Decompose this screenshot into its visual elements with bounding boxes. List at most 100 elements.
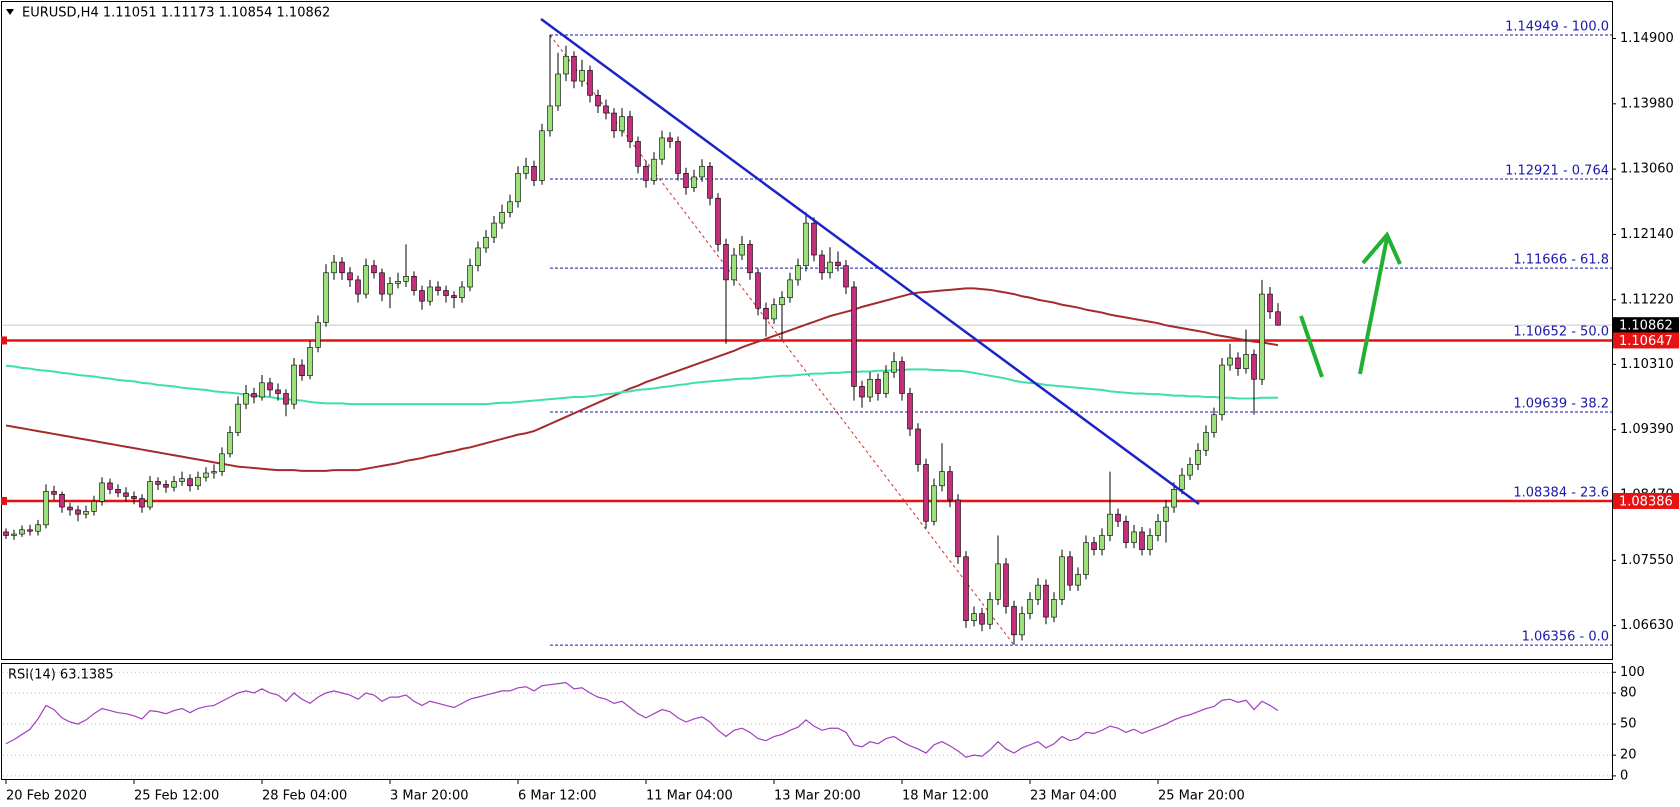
fib-label: 1.11666 - 61.8 (1513, 253, 1609, 268)
candle-body (779, 297, 785, 306)
candle-body (603, 105, 609, 114)
candle-body (595, 94, 601, 107)
candle-body (1003, 563, 1009, 607)
candle-body (1091, 542, 1097, 550)
candle-body (59, 493, 65, 508)
x-tick-label: 25 Feb 12:00 (134, 789, 219, 804)
x-tick-label: 25 Mar 20:00 (1158, 789, 1245, 804)
candle-body (507, 201, 513, 213)
y-tick-label: 1.12140 (1620, 227, 1674, 242)
x-tick-label: 18 Mar 12:00 (902, 789, 989, 804)
candle-body (571, 55, 577, 82)
candle-body (411, 276, 417, 291)
level-tag: 1.08386 (1619, 494, 1673, 509)
candle-body (355, 279, 361, 295)
candle-body (187, 478, 193, 487)
candle-body (459, 286, 465, 298)
arrow-up-head (1361, 231, 1402, 265)
fib-label: 1.14949 - 100.0 (1505, 20, 1609, 35)
candle-body (1131, 531, 1137, 543)
candle-body (563, 55, 569, 75)
candle-body (1059, 556, 1065, 600)
candle-body (299, 364, 305, 377)
level-tag-box (1613, 332, 1679, 349)
price-tag: 1.10862 (1619, 319, 1673, 334)
candle-body (307, 347, 313, 377)
candle-body (963, 556, 969, 621)
candle-body (243, 393, 249, 405)
candle-body (139, 498, 145, 508)
candle-body (395, 281, 401, 284)
candle-body (99, 482, 105, 502)
rsi-y-tick-label: 0 (1620, 768, 1628, 783)
candle-body (443, 290, 449, 296)
candle-body (67, 506, 73, 511)
candle-body (1139, 531, 1145, 550)
candle-body (1195, 449, 1201, 465)
candle-body (851, 286, 857, 387)
candle-body (35, 524, 41, 532)
candle-body (987, 599, 993, 625)
x-tick-label: 28 Feb 04:00 (262, 789, 347, 804)
candle-body (1035, 584, 1041, 600)
rsi-y-tick-label: 100 (1620, 665, 1645, 680)
rsi-y-tick-label: 20 (1620, 748, 1637, 763)
candle-body (547, 105, 553, 132)
rsi-panel-frame (1, 663, 1613, 780)
candle-body (659, 137, 665, 160)
candle-body (619, 116, 625, 132)
candle-body (1107, 513, 1113, 536)
candle-body (955, 499, 961, 558)
x-tick-label: 3 Mar 20:00 (390, 789, 469, 804)
candle-body (3, 531, 9, 536)
candle-body (667, 137, 673, 142)
candle-body (1155, 520, 1161, 536)
candle-body (939, 471, 945, 487)
candle-body (1171, 489, 1177, 508)
marks: 1.14900 1.13980 1.13060 1.12140 1.11220 1.103… (1, 20, 1679, 804)
candle-body (123, 492, 129, 497)
fib-label: 1.08384 - 23.6 (1513, 486, 1609, 501)
y-tick-label: 1.11220 (1620, 292, 1674, 307)
x-tick-label: 11 Mar 04:00 (646, 789, 733, 804)
candle-body (219, 453, 225, 472)
candle-body (555, 73, 561, 107)
candle-body (1051, 599, 1057, 618)
candle-body (755, 272, 761, 309)
arrow-up-shaft (1358, 237, 1389, 375)
level-tag-box (1613, 492, 1679, 509)
candle-body (467, 265, 473, 288)
candle-body (523, 165, 529, 174)
candle-body (875, 378, 881, 394)
level-tag: 1.10647 (1619, 334, 1673, 349)
candle-body (1211, 414, 1217, 433)
candle-body (739, 244, 745, 256)
candle-body (291, 364, 297, 405)
y-tick-label: 1.07550 (1620, 553, 1674, 568)
candle-body (651, 158, 657, 181)
candle-body (1099, 535, 1105, 550)
candle-body (235, 403, 241, 433)
candle-body (627, 116, 633, 142)
candle-body (91, 501, 97, 512)
moving-average (5, 287, 1279, 472)
candle-body (1083, 542, 1089, 575)
candle-body (899, 361, 905, 394)
candle-body (83, 511, 89, 515)
candle-body (907, 393, 913, 430)
candle-body (723, 244, 729, 281)
candle-body (803, 222, 809, 266)
rsi-line (5, 681, 1279, 758)
rsi-y-tick-label: 50 (1620, 717, 1637, 732)
candle-body (827, 261, 833, 274)
candle-body (171, 481, 177, 488)
candle-body (251, 393, 257, 398)
candle-body (259, 382, 265, 398)
candle-body (379, 272, 385, 295)
candle-body (795, 265, 801, 281)
candle-body (691, 176, 697, 188)
candle-body (1235, 357, 1241, 369)
